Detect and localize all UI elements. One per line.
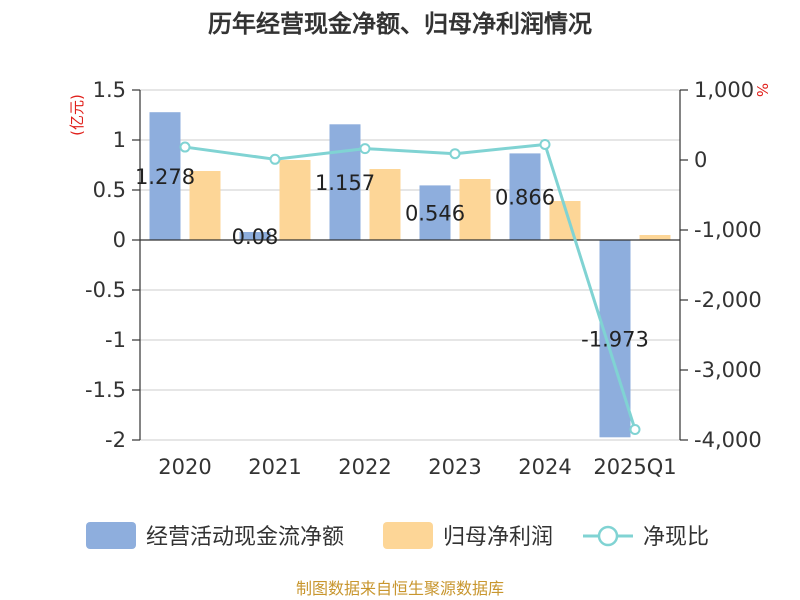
ratio-point-2022[interactable] [359,143,371,155]
bar-cashflow-2022[interactable] [329,124,361,240]
legend-label-cashflow: 经营活动现金流净额 [146,525,344,550]
legend-item-ratio[interactable]: 净现比 [583,525,709,550]
ratio-point-2020[interactable] [179,141,191,153]
source-note: 制图数据来自恒生聚源数据库 [296,579,504,598]
ratio-line-series [179,138,641,435]
x-tick-label-2020: 2020 [158,455,211,479]
legend-item-profit[interactable]: 归母净利润 [383,522,553,550]
chart-title: 历年经营现金净额、归母净利润情况 [208,10,592,38]
left-tick-label: -2 [105,428,126,452]
bar-cashflow-2024[interactable] [509,153,541,240]
legend-label-ratio: 净现比 [643,525,709,550]
data-label-cashflow-2022: 1.157 [315,171,375,195]
ratio-point-2025Q1[interactable] [629,424,641,435]
legend-swatch-ratio-marker [597,525,619,547]
right-tick-label: -1,000 [694,218,762,242]
x-axis-ticks: 2020 2021 2022 2023 2024 2025Q1 [158,455,676,479]
right-tick-label: -4,000 [694,428,762,452]
x-tick-label-2021: 2021 [248,455,301,479]
left-tick-label: 1 [113,128,126,152]
bar-cashflow-2021[interactable] [239,232,271,240]
bar-profit-2023[interactable] [459,179,491,240]
ratio-point-2021[interactable] [269,153,281,165]
legend-label-profit: 归母净利润 [443,525,553,550]
right-tick-label: -2,000 [694,288,762,312]
data-label-cashflow-2024: 0.866 [495,186,555,210]
ratio-point-2023[interactable] [449,148,461,160]
bar-profit-2020[interactable] [189,171,221,240]
right-axis-ticks: 1,000 0 -1,000 -2,000 -3,000 -4,000 [680,78,762,452]
x-tick-label-2022: 2022 [338,455,391,479]
bar-profit-2022[interactable] [369,169,401,240]
data-labels: 1.278 0.08 1.157 0.546 0.866 -1.973 [135,165,649,352]
x-tick-label-2025Q1: 2025Q1 [593,455,676,479]
bar-profit-2021[interactable] [279,160,311,240]
left-axis-unit: (亿元) [68,94,86,136]
bar-cashflow-2025Q1[interactable] [599,240,631,438]
data-label-cashflow-2025Q1: -1.973 [581,328,649,352]
legend-item-cashflow[interactable]: 经营活动现金流净额 [86,522,344,550]
data-label-cashflow-2023: 0.546 [405,202,465,226]
bars-group [149,112,671,438]
legend-swatch-profit [383,522,433,549]
bar-cashflow-2020[interactable] [149,112,181,240]
data-label-cashflow-2021: 0.08 [232,225,279,249]
legend: 经营活动现金流净额 归母净利润 净现比 [86,522,709,550]
left-tick-label: -1.5 [85,378,126,402]
gridlines [140,89,680,441]
right-tick-label: 1,000 [694,78,754,102]
left-axis-ticks: 1.5 1 0.5 0 -0.5 -1 -1.5 -2 [85,78,140,452]
legend-swatch-cashflow [86,522,136,549]
left-tick-label: 0.5 [93,178,126,202]
ratio-point-2024[interactable] [539,138,551,150]
x-tick-label-2024: 2024 [518,455,571,479]
left-tick-label: 1.5 [93,78,126,102]
data-label-cashflow-2020: 1.278 [135,165,195,189]
bar-cashflow-2023[interactable] [419,185,451,240]
right-tick-label: -3,000 [694,358,762,382]
ratio-line [184,142,637,430]
left-tick-label: -0.5 [85,278,126,302]
left-tick-label: -1 [105,328,126,352]
right-tick-label: 0 [694,148,707,172]
left-tick-label: 0 [113,228,126,252]
x-tick-label-2023: 2023 [428,455,481,479]
right-axis-unit: % [753,83,771,97]
bar-profit-2025Q1[interactable] [639,235,671,240]
